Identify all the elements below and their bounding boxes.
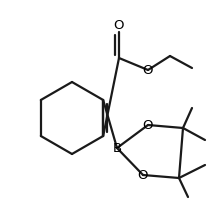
Text: O: O bbox=[143, 64, 153, 77]
Text: O: O bbox=[143, 119, 153, 132]
Text: O: O bbox=[138, 169, 148, 182]
Text: B: B bbox=[113, 141, 122, 154]
Text: O: O bbox=[114, 18, 124, 31]
